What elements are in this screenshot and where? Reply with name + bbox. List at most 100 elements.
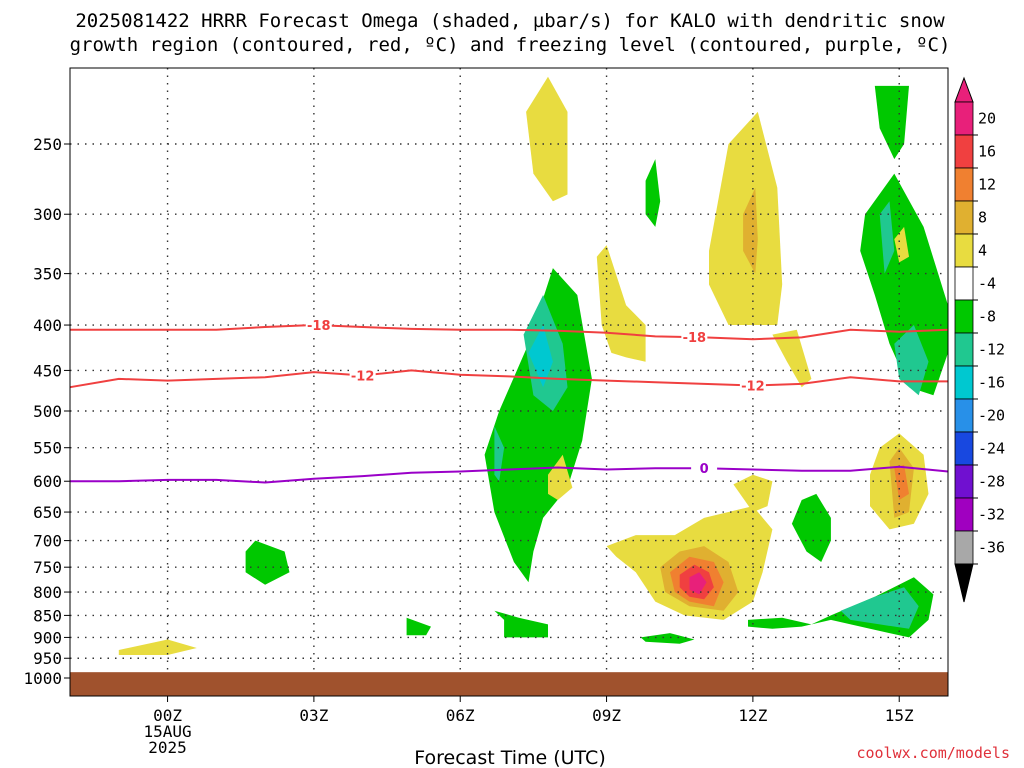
colorbar-label-10: -24 [978,440,1005,458]
omega-region--8-14 [879,201,895,274]
x-axis-label: Forecast Time (UTC) [414,747,605,768]
colorbar-swatch-2 [954,167,974,202]
ytick-label-900: 900 [33,628,62,647]
ytick-label-650: 650 [33,503,62,522]
contour-label-0-0: -18 [307,319,331,334]
xtick-label-4: 12Z [738,706,767,725]
omega-region--4-3 [484,268,592,583]
contour-label-bg-2-0 [691,460,718,477]
colorbar-label-12: -32 [978,506,1005,524]
colorbar-label-13: -36 [978,539,1005,557]
omega-region--4-5 [645,159,661,227]
omega-region--4-4 [494,610,548,638]
colorbar-label-4: 4 [978,242,987,260]
colorbar-arrow-bottom [954,563,974,603]
temperature-contours: -18 -18 -12 -12 0 [69,317,949,484]
omega-region-4-22 [772,329,812,388]
contour-label-bg-1-0 [349,367,376,384]
contour-line-1 [69,369,948,389]
colorbar-swatch-10 [954,431,974,466]
pressure-axis: 250 300 350 400 450 500 550 600 650 700 750 800 850 9… [23,135,70,688]
colorbar-swatch-6 [954,299,974,334]
ytick-label-800: 800 [33,583,62,602]
xtick-label-0: 00Z [153,706,182,725]
ytick-label-450: 450 [33,361,62,380]
omega-region-8-28 [743,187,758,274]
omega-region-4-20 [548,454,573,500]
colorbar-swatch-11 [954,464,974,499]
credit-text: coolwx.com/models [856,744,1010,762]
plot-frame [69,67,949,697]
ytick-label-1000: 1000 [23,669,62,688]
xtick-label-5: 15Z [885,706,914,725]
colorbar-swatch-9 [954,398,974,433]
ytick-label-400: 400 [33,316,62,335]
colorbar-label-8: -16 [978,374,1005,392]
ytick-label-950: 950 [33,649,62,668]
colorbar-label-7: -12 [978,341,1005,359]
colorbar-label-11: -28 [978,473,1005,491]
colorbar-label-2: 12 [978,176,996,194]
colorbar-swatch-5 [954,266,974,301]
contour-label-1-0: -12 [351,370,375,385]
surface-ground [70,672,948,696]
colorbar-label-9: -20 [978,407,1005,425]
xtick-label-1: 03Z [299,706,328,725]
contour-label-bg-0-1 [681,329,708,346]
colorbar-swatch-12 [954,497,974,532]
colorbar-label-5: -4 [978,275,996,293]
ytick-label-300: 300 [33,205,62,224]
omega-region-4-23 [894,226,909,263]
ytick-label-350: 350 [33,265,62,284]
contour-line-2 [70,465,949,484]
omega-region--8-16 [840,587,919,629]
omega-region--4-6 [640,633,695,644]
omega-region--8-15 [894,325,929,396]
omega-region--8-13 [494,426,505,482]
omega-region-4-0 [118,639,197,655]
omega-region--4-8 [791,493,831,562]
ytick-label-850: 850 [33,606,62,625]
ytick-label-500: 500 [33,402,62,421]
colorbar-label-1: 16 [978,143,996,161]
ytick-label-550: 550 [33,439,62,458]
colorbar-swatch-1 [954,134,974,169]
colorbar-swatch-3 [954,200,974,235]
colorbar-label-3: 8 [978,209,987,227]
omega-region-20-33 [689,572,707,595]
contour-line-0 [70,323,949,341]
omega-region-4-25 [733,474,773,513]
ytick-label-250: 250 [33,135,62,154]
colorbar-swatch-4 [954,233,974,268]
contour-label-1-1: -12 [741,380,765,395]
colorbar-swatch-8 [954,365,974,400]
colorbar-swatch-7 [954,332,974,367]
omega-region-12-31 [894,464,909,500]
colorbar-arrow-top [954,76,974,103]
contour-label-0-1: -18 [683,331,707,346]
xtick-date-0: 15AUG [143,722,191,741]
omega-region-4-19 [596,245,646,362]
omega-shaded-regions [118,76,948,655]
contour-label-bg-1-1 [739,377,766,394]
xtick-label-3: 09Z [592,706,621,725]
colorbar-label-6: -8 [978,308,996,326]
ytick-label-750: 750 [33,558,62,577]
contour-label-2-0: 0 [700,462,709,477]
ytick-label-700: 700 [33,532,62,551]
omega-region--4-2 [406,617,431,636]
omega-region-4-18 [526,76,568,202]
xtick-year-0: 2025 [148,738,187,757]
colorbar-swatch-0 [954,101,974,136]
xtick-label-2: 06Z [446,706,475,725]
omega-region--4-10 [874,85,909,160]
omega-region--4-1 [245,540,290,585]
ytick-label-600: 600 [33,472,62,491]
contour-label-bg-0-0 [305,317,332,334]
chart-title-line-2: growth region (contoured, red, ºC) and f… [70,34,951,56]
colorbar-label-0: 20 [978,110,996,128]
omega-region--12-17 [528,325,553,388]
chart-title-line-1: 2025081422 HRRR Forecast Omega (shaded, … [75,10,945,32]
